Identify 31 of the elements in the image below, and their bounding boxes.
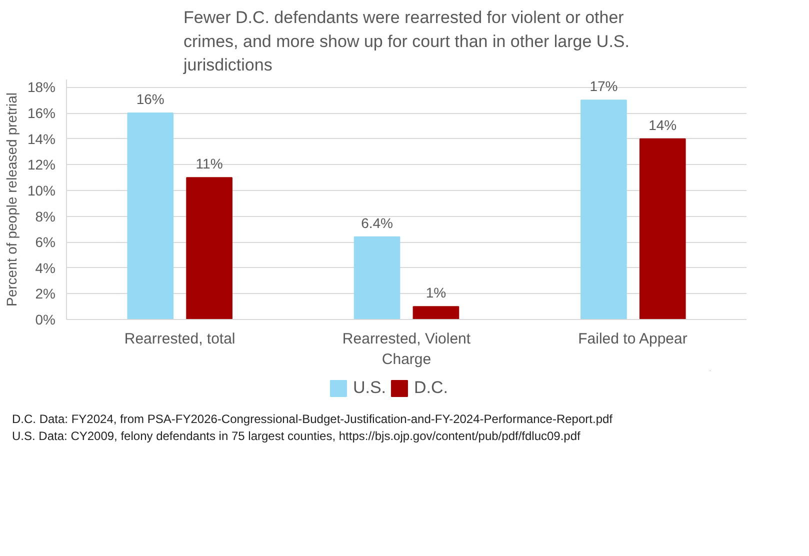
- chart-title: Fewer D.C. defendants were rearrested for violent or other crimes, and more show up for court than in other large U.S. jurisdictions: [182, 8, 630, 74]
- y-tick-label: 18%: [27, 79, 56, 96]
- x-tick-label: Rearrested, Violent Charge: [342, 330, 472, 368]
- y-tick-label: 12%: [27, 156, 56, 173]
- bar: [127, 112, 174, 320]
- data-label: 11%: [196, 156, 223, 172]
- y-tick-label: 8%: [35, 208, 56, 224]
- bar: [186, 177, 232, 320]
- x-tick-label: Rearrested, total: [124, 330, 236, 348]
- bar: [580, 100, 627, 320]
- data-label: 14%: [648, 116, 677, 133]
- data-label: 6.4%: [361, 214, 393, 231]
- data-label: 1%: [426, 284, 446, 301]
- bar: [412, 306, 460, 320]
- y-tick-label: 10%: [27, 182, 56, 198]
- y-tick-label: 4%: [35, 260, 56, 276]
- bar: [639, 138, 686, 320]
- data-label: 16%: [136, 91, 164, 108]
- data-label: 17%: [590, 78, 618, 94]
- bar: [354, 236, 400, 320]
- y-tick-label: 6%: [35, 234, 56, 250]
- text: U.S. Data: CY2009, felony defendants in 75 largest counties, https://bjs.ojp.gov/content/pub/pdf/fdluc09.pdf: [12, 429, 580, 444]
- text: D.C. Data: FY2024, from PSA-FY2026-Congressional-Budget-Justification-and-FY-2024-Performance-Report.pdf: [12, 412, 613, 426]
- y-axis-title: Percent of people released pretrial: [3, 92, 20, 307]
- y-tick-label: 16%: [27, 105, 56, 122]
- y-tick-label: 2%: [35, 286, 56, 302]
- legend-label: D.C.: [414, 378, 448, 398]
- x-tick-label: Failed to Appear: [578, 330, 688, 348]
- y-tick-label: 14%: [27, 130, 56, 147]
- y-tick-label: 0%: [35, 312, 56, 328]
- legend-label: U.S.: [352, 378, 386, 398]
